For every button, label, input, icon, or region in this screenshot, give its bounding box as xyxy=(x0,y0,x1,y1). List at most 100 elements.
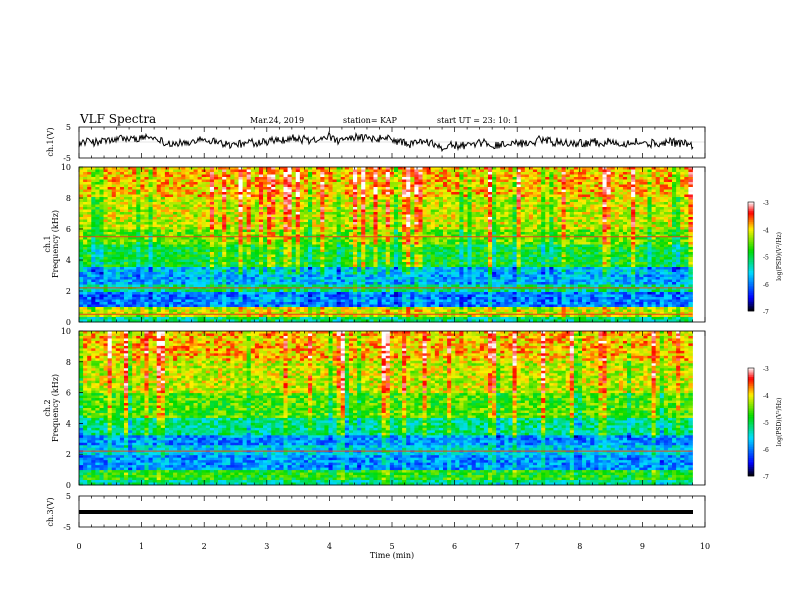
spectrogram-cell xyxy=(430,202,436,205)
spectrogram-cell xyxy=(434,214,440,218)
spectrogram-cell xyxy=(291,229,297,233)
spectrogram-cell xyxy=(655,244,661,248)
spectrogram-cell xyxy=(348,227,354,230)
spectrogram-cell xyxy=(385,192,391,195)
spectrogram-cell xyxy=(140,237,145,240)
spectrogram-cell xyxy=(357,197,362,200)
spectrogram-cell xyxy=(234,242,239,245)
spectrogram-cell xyxy=(561,212,567,215)
spectrogram-cell xyxy=(123,227,129,230)
spectrogram-cell xyxy=(201,237,207,240)
spectrogram-cell xyxy=(213,184,219,188)
spectrogram-cell xyxy=(430,204,436,208)
spectrogram-cell xyxy=(95,199,100,203)
spectrogram-cell xyxy=(107,177,113,180)
spectrogram-cell xyxy=(132,209,137,213)
spectrogram-cell xyxy=(95,177,100,180)
spectrogram-cell xyxy=(177,244,182,248)
spectrogram-cell xyxy=(504,192,509,195)
spectrogram-cell xyxy=(173,224,178,228)
spectrogram-cell xyxy=(471,202,477,205)
spectrogram-cell xyxy=(168,247,174,250)
spectrogram-cell xyxy=(119,219,125,223)
spectrogram-cell xyxy=(610,242,616,245)
spectrogram-cell xyxy=(242,209,248,213)
spectrogram-cell xyxy=(328,184,333,188)
spectrogram-cell xyxy=(545,192,550,195)
spectrogram-cell xyxy=(189,242,194,245)
spectrogram-cell xyxy=(164,202,170,205)
spectrogram-cell xyxy=(295,189,301,193)
spectrogram-cell xyxy=(496,202,501,205)
spectrogram-cell xyxy=(234,207,239,210)
spectrogram-cell xyxy=(475,222,481,225)
spectrogram-cell xyxy=(263,207,268,210)
spectrogram-cell xyxy=(160,234,166,238)
spectrogram-cell xyxy=(492,209,497,213)
spectrogram-cell xyxy=(365,197,370,200)
spectrogram-cell xyxy=(537,172,542,175)
spectrogram-cell xyxy=(258,197,264,200)
spectrogram-cell xyxy=(365,224,370,228)
spectrogram-cell xyxy=(267,167,272,170)
spectrogram-cell xyxy=(144,219,149,223)
spectrogram-cell xyxy=(496,194,501,198)
spectrogram-cell xyxy=(676,202,681,205)
spectrogram-cell xyxy=(320,242,325,245)
spectrogram-cell xyxy=(541,242,546,245)
spectrogram-cell xyxy=(267,169,272,173)
spectrogram-cell xyxy=(606,199,612,203)
spectrogram-cell xyxy=(463,237,468,240)
spectrogram-cell xyxy=(500,214,505,218)
spectrogram-cell xyxy=(610,212,616,215)
spectrogram-cell xyxy=(263,189,268,193)
spectrogram-cell xyxy=(340,182,346,185)
spectrogram-cell xyxy=(602,187,607,190)
spectrogram-cell xyxy=(479,247,485,250)
spectrogram-cell xyxy=(504,239,509,243)
spectrogram-cell xyxy=(528,177,534,180)
spectrogram-cell xyxy=(463,234,468,238)
spectrogram-cell xyxy=(582,184,587,188)
spectrogram-cell xyxy=(479,224,485,228)
spectrogram-cell xyxy=(627,242,632,245)
spectrogram-cell xyxy=(336,182,342,185)
spectrogram-cell xyxy=(573,202,579,205)
spectrogram-cell xyxy=(418,202,423,205)
spectrogram-cell xyxy=(357,174,362,178)
spectrogram-cell xyxy=(487,179,493,183)
spectrogram-cell xyxy=(426,207,432,210)
spectrogram-cell xyxy=(123,234,129,238)
spectrogram-cell xyxy=(123,222,129,225)
spectrogram-cell xyxy=(684,179,689,183)
spectrogram-cell xyxy=(426,232,432,235)
spectrogram-cell xyxy=(549,187,554,190)
spectrogram-cell xyxy=(459,184,464,188)
spectrogram-cell xyxy=(291,197,297,200)
spectrogram-cell xyxy=(655,234,661,238)
spectrogram-cell xyxy=(152,214,158,218)
spectrogram-cell xyxy=(152,199,158,203)
spectrogram-cell xyxy=(627,229,632,233)
spectrogram-cell xyxy=(189,194,194,198)
spectrogram-cell xyxy=(79,172,84,175)
spectrogram-cell xyxy=(91,169,96,173)
spectrogram-cell xyxy=(168,249,174,253)
spectrogram-cell xyxy=(91,242,96,245)
spectrogram-cell xyxy=(577,242,583,245)
spectrogram-cell xyxy=(377,189,383,193)
spectrogram-cell xyxy=(377,212,383,215)
spectrogram-cell xyxy=(528,207,534,210)
spectrogram-cell xyxy=(99,182,104,185)
spectrogram-cell xyxy=(528,197,534,200)
spectrogram-cell xyxy=(459,192,464,195)
spectrogram-cell xyxy=(467,237,473,240)
spectrogram-cell xyxy=(528,169,534,173)
spectrogram-cell xyxy=(189,177,194,180)
spectrogram-cell xyxy=(688,194,693,198)
spectrogram-cell xyxy=(361,247,366,250)
spectrogram-cell xyxy=(438,174,444,178)
spectrogram-cell xyxy=(549,237,554,240)
spectrogram-cell xyxy=(557,172,562,175)
spectrogram-cell xyxy=(582,227,587,230)
